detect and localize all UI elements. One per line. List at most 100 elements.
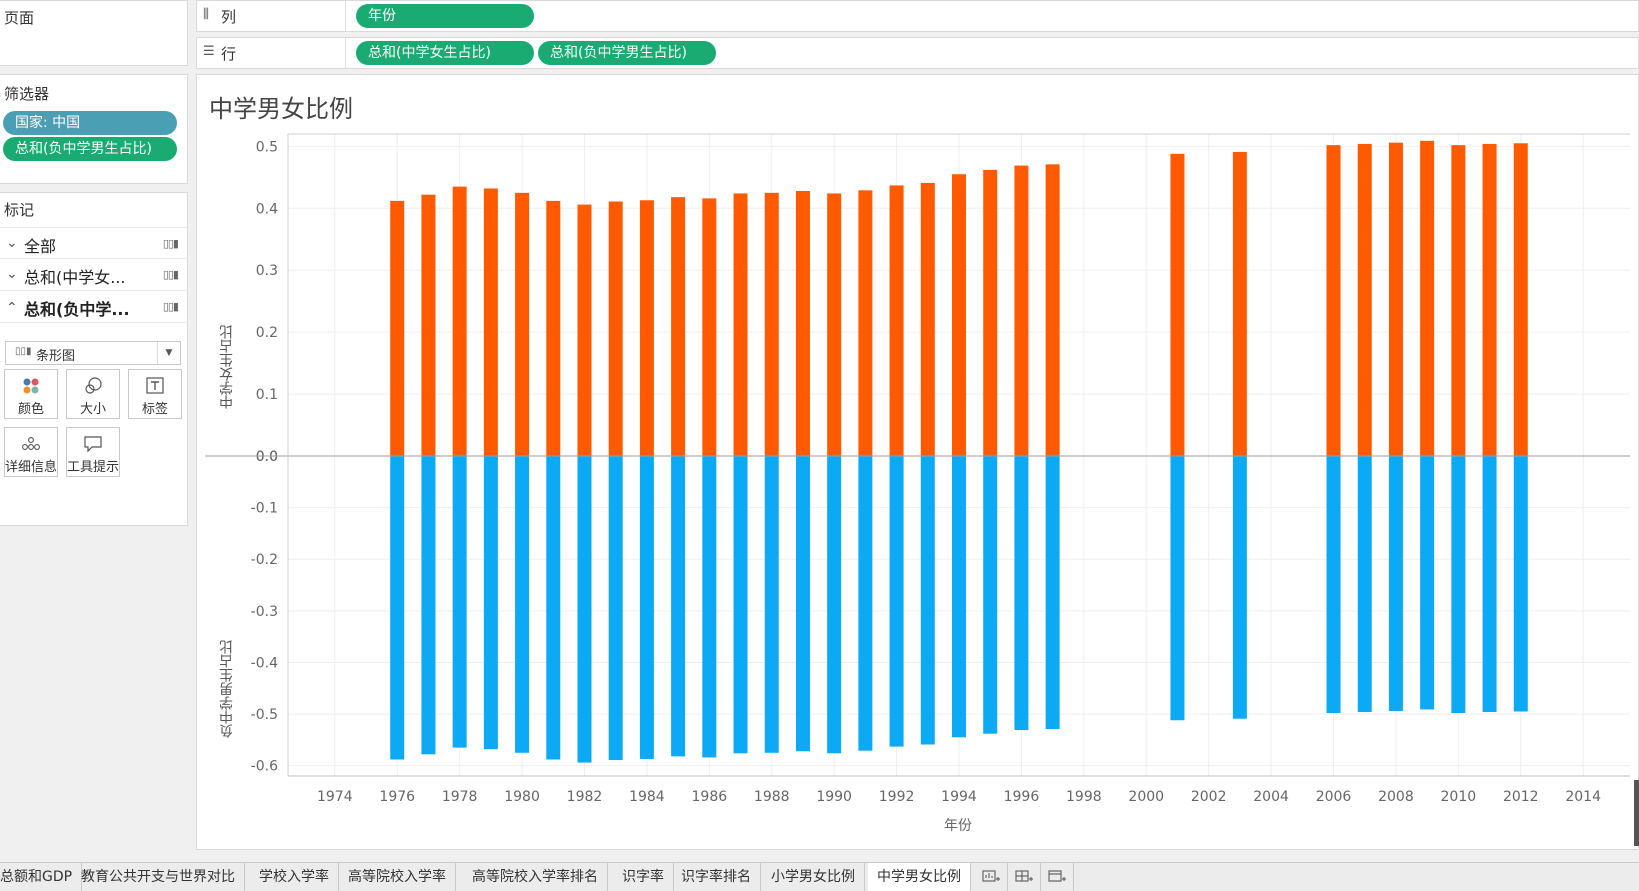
- tab-school-enrollment[interactable]: 学校入学率: [250, 863, 339, 891]
- bar-chart-icon: ▯▯▮: [162, 300, 179, 313]
- bar-male: [1482, 456, 1497, 712]
- mark-type-value: 条形图: [36, 349, 76, 364]
- bar-male: [390, 456, 405, 760]
- bar-female: [1388, 142, 1403, 456]
- x-tick-label: 1984: [629, 789, 665, 805]
- bar-male: [1513, 456, 1528, 712]
- x-axis-title: 年份: [944, 818, 972, 834]
- columns-shelf[interactable]: ⫼ 列 年份: [196, 0, 1639, 32]
- text-label-icon: [146, 377, 164, 394]
- bar-female: [421, 194, 436, 456]
- bar-female: [1014, 165, 1029, 457]
- bar-female: [1357, 143, 1372, 456]
- x-tick-label: 1996: [1004, 789, 1040, 805]
- new-story-button[interactable]: [1041, 863, 1074, 891]
- chevron-down-icon: ⌄: [6, 266, 18, 282]
- rows-icon: ☰: [203, 44, 215, 59]
- filter-pill-country[interactable]: 国家: 中国: [3, 111, 177, 135]
- chevron-down-icon[interactable]: ▼: [157, 342, 180, 364]
- shelf-divider: [345, 1, 346, 31]
- bar-female: [608, 201, 623, 456]
- detail-button-label: 详细信息: [5, 460, 58, 475]
- bar-female: [546, 200, 561, 456]
- x-tick-label: 1988: [754, 789, 790, 805]
- bar-male: [889, 456, 904, 747]
- columns-pill-year[interactable]: 年份: [356, 4, 534, 28]
- bar-male: [1045, 456, 1060, 730]
- scrollbar[interactable]: [1634, 780, 1639, 846]
- y-tick-label: 0.2: [256, 325, 278, 341]
- y-tick-label: -0.6: [251, 759, 278, 775]
- bar-male: [546, 456, 561, 760]
- size-button[interactable]: 大小: [66, 369, 120, 419]
- tab-literacy-ranking[interactable]: 识字率排名: [672, 863, 761, 891]
- chevron-down-icon: ⌄: [6, 235, 18, 251]
- bar-female: [702, 198, 717, 456]
- y-tick-label: 0.5: [256, 139, 278, 155]
- x-tick-label: 1982: [567, 789, 603, 805]
- mark-type-select[interactable]: ▯▯▮ 条形图 ▼: [5, 341, 181, 365]
- rows-shelf[interactable]: ☰ 行 总和(中学女生占比) 总和(负中学男生占比): [196, 37, 1639, 69]
- detail-button[interactable]: 详细信息: [4, 427, 58, 477]
- filters-title: 筛选器: [4, 85, 50, 103]
- bar-female: [1513, 143, 1528, 457]
- color-button[interactable]: 颜色: [4, 369, 58, 419]
- y-tick-label: 0.0: [256, 449, 278, 465]
- marks-title: 标记: [4, 201, 35, 219]
- bar-male: [733, 456, 748, 754]
- chevron-up-icon: ⌃: [6, 300, 18, 316]
- bar-male: [608, 456, 623, 760]
- bar-female: [1326, 145, 1341, 456]
- columns-icon: ⫼: [203, 7, 209, 22]
- new-sheet-button[interactable]: [975, 863, 1008, 891]
- bar-female: [671, 197, 686, 456]
- x-tick-label: 2014: [1565, 789, 1601, 805]
- tooltip-icon: [84, 436, 102, 453]
- x-tick-label: 2010: [1441, 789, 1477, 805]
- bar-male: [858, 456, 873, 751]
- marks-row-label: 总和(负中学...: [24, 300, 130, 319]
- filter-pill-male-ratio[interactable]: 总和(负中学男生占比): [3, 137, 177, 161]
- bar-male: [764, 456, 779, 753]
- pages-card: 页面: [0, 0, 188, 66]
- tab-literacy[interactable]: 识字率: [613, 863, 674, 891]
- new-worksheet-icon: [982, 870, 1000, 882]
- bar-female: [920, 182, 935, 456]
- marks-row-female[interactable]: ⌄ 总和(中学女... ▯▯▮: [0, 259, 188, 291]
- tab-primary-gender[interactable]: 小学男女比例: [762, 863, 865, 891]
- bar-chart: 0.50.40.30.20.10.00.0-0.1-0.2-0.3-0.4-0.…: [205, 133, 1630, 834]
- tab-tertiary-ranking[interactable]: 高等院校入学率排名: [463, 863, 608, 891]
- marks-row-male[interactable]: ⌃ 总和(负中学... ▯▯▮: [0, 291, 188, 323]
- bar-male: [577, 456, 592, 763]
- bar-female: [1170, 153, 1185, 457]
- tab-total-gdp[interactable]: 总额和GDP: [0, 863, 83, 891]
- y-tick-label: 0.1: [256, 387, 278, 403]
- bar-female: [952, 174, 966, 456]
- rows-pill-female-ratio[interactable]: 总和(中学女生占比): [356, 41, 534, 65]
- rows-pill-male-ratio[interactable]: 总和(负中学男生占比): [538, 41, 716, 65]
- x-tick-label: 1986: [692, 789, 728, 805]
- size-button-label: 大小: [79, 402, 106, 417]
- shelf-divider: [345, 38, 346, 68]
- bar-male: [1170, 456, 1185, 721]
- size-icon: [85, 377, 102, 394]
- tab-secondary-gender[interactable]: 中学男女比例: [868, 863, 971, 891]
- label-button-label: 标签: [141, 402, 168, 417]
- bar-male: [1014, 456, 1029, 731]
- tab-public-spending[interactable]: 教育公共开支与世界对比: [72, 863, 245, 891]
- marks-row-all[interactable]: ⌄ 全部 ▯▯▮: [0, 227, 188, 259]
- bar-male: [702, 456, 717, 758]
- bar-chart-icon: ▯▯▮: [162, 237, 179, 250]
- marks-row-label: 总和(中学女...: [24, 268, 126, 287]
- y-tick-label: 0.4: [256, 201, 278, 217]
- tab-tertiary-enrollment[interactable]: 高等院校入学率: [339, 863, 456, 891]
- bar-male: [515, 456, 530, 753]
- new-dashboard-button[interactable]: [1008, 863, 1041, 891]
- bar-male: [421, 456, 436, 755]
- tooltip-button[interactable]: 工具提示: [66, 427, 120, 477]
- marks-row-label: 全部: [24, 237, 57, 256]
- label-button[interactable]: 标签: [128, 369, 182, 419]
- bar-male: [1388, 456, 1403, 711]
- bar-female: [1045, 164, 1060, 457]
- x-tick-label: 2008: [1378, 789, 1414, 805]
